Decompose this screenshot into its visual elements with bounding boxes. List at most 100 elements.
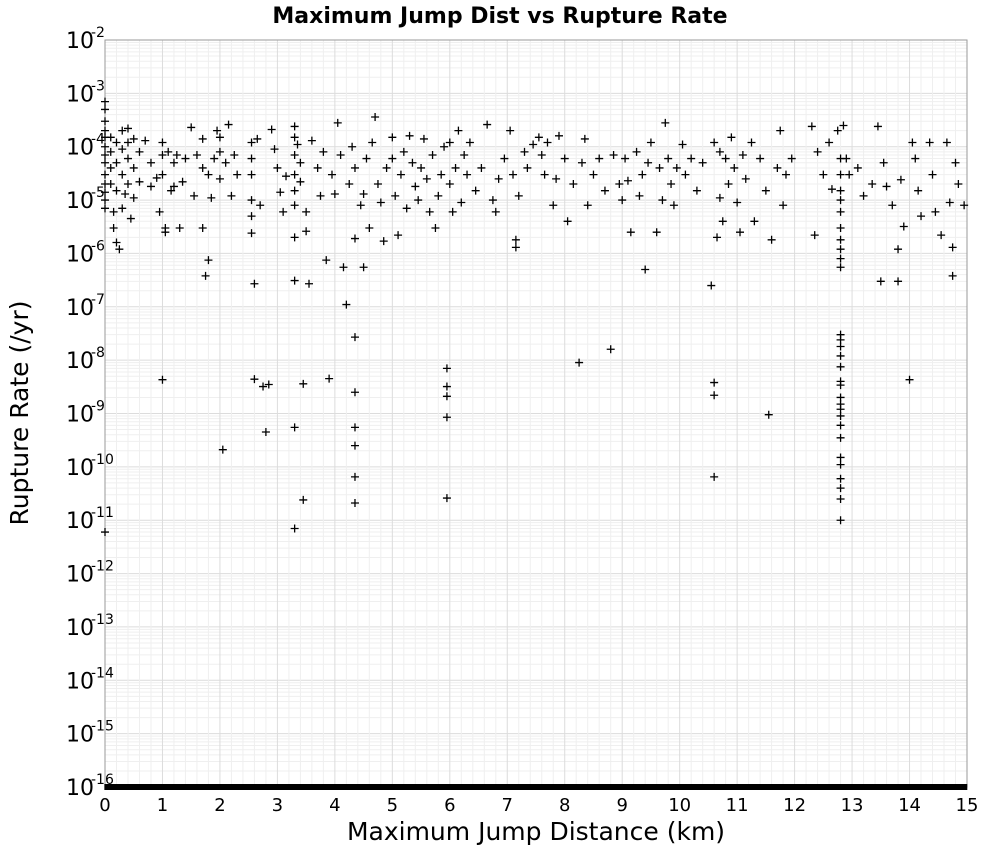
data-point	[350, 388, 359, 397]
data-point	[836, 170, 845, 179]
data-point	[537, 150, 546, 159]
data-point	[827, 185, 836, 194]
data-point	[756, 154, 765, 163]
data-point	[172, 150, 181, 159]
data-point	[233, 170, 242, 179]
data-point	[738, 150, 747, 159]
data-point	[115, 245, 124, 254]
data-point	[123, 124, 132, 133]
data-point	[842, 154, 851, 163]
data-point	[687, 154, 696, 163]
data-point	[256, 201, 265, 210]
data-point	[698, 158, 707, 167]
data-point	[463, 170, 472, 179]
data-point	[710, 138, 719, 147]
data-point	[876, 277, 885, 286]
y-tick-label: 10-11	[66, 505, 114, 534]
data-point	[600, 186, 609, 195]
data-point	[672, 163, 681, 172]
data-point	[724, 180, 733, 189]
data-point	[126, 214, 135, 223]
data-point	[192, 150, 201, 159]
data-point	[198, 163, 207, 172]
data-point	[661, 118, 670, 127]
data-point	[779, 201, 788, 210]
x-tick-label: 12	[783, 795, 806, 816]
data-point	[101, 142, 109, 151]
data-point	[290, 186, 299, 195]
data-point	[270, 145, 279, 154]
data-point	[394, 231, 403, 240]
data-point	[112, 238, 121, 247]
data-point	[442, 413, 451, 422]
y-tick-exponent: -7	[91, 292, 105, 308]
x-tick-label: 4	[329, 795, 340, 816]
data-point	[715, 193, 724, 202]
x-tick-label: 13	[841, 795, 864, 816]
data-point	[123, 154, 132, 163]
y-tick-base: 10	[66, 189, 94, 214]
data-point	[146, 182, 155, 191]
y-tick-label: 10-6	[66, 238, 105, 267]
y-tick-exponent: -4	[91, 132, 105, 148]
data-point	[543, 138, 552, 147]
data-point	[158, 170, 167, 179]
data-point	[129, 193, 138, 202]
data-point	[290, 150, 299, 159]
data-point	[560, 154, 569, 163]
data-point	[146, 158, 155, 167]
x-axis-label: Maximum Jump Distance (km)	[347, 817, 725, 846]
data-point	[632, 147, 641, 156]
data-point	[336, 150, 345, 159]
y-tick-label: 10-9	[66, 399, 105, 428]
data-point	[836, 245, 845, 254]
data-point	[302, 207, 311, 216]
data-point	[431, 223, 440, 232]
data-point	[836, 235, 845, 244]
data-point	[290, 423, 299, 432]
data-point	[448, 207, 457, 216]
data-point	[836, 351, 845, 360]
data-point	[167, 186, 176, 195]
data-point	[580, 134, 589, 143]
data-point	[781, 170, 790, 179]
data-point	[112, 186, 121, 195]
y-tick-exponent: -13	[91, 612, 114, 628]
data-point	[471, 186, 480, 195]
data-point	[330, 189, 339, 198]
data-point	[937, 231, 946, 240]
data-point	[290, 122, 299, 131]
data-point	[655, 163, 664, 172]
data-point	[396, 170, 405, 179]
data-point	[500, 154, 509, 163]
data-point	[727, 133, 736, 142]
data-point	[595, 154, 604, 163]
data-point	[350, 423, 359, 432]
x-tick-label: 7	[502, 795, 513, 816]
y-tick-base: 10	[66, 616, 94, 641]
data-point	[290, 133, 299, 142]
data-point	[960, 201, 969, 210]
data-point	[836, 516, 845, 525]
data-point	[123, 138, 132, 147]
data-point	[129, 134, 138, 143]
data-point	[899, 222, 908, 231]
data-point	[833, 126, 842, 135]
data-point	[506, 126, 515, 135]
y-tick-label: 10-12	[66, 559, 114, 588]
data-point	[101, 196, 109, 205]
data-point	[925, 138, 934, 147]
data-point	[710, 391, 719, 400]
data-point	[296, 158, 305, 167]
data-point	[215, 133, 224, 142]
data-point	[641, 265, 650, 274]
data-point	[931, 207, 940, 216]
data-point	[859, 191, 868, 200]
data-points	[101, 97, 969, 537]
data-point	[350, 163, 359, 172]
data-point	[218, 445, 227, 454]
data-point	[908, 138, 917, 147]
data-point	[888, 201, 897, 210]
chart-title: Maximum Jump Dist vs Rupture Rate	[272, 4, 727, 29]
